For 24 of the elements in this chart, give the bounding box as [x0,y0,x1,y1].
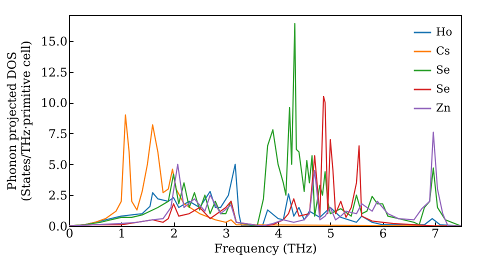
y-tick-label: 5.0 [48,158,68,172]
legend-label: Ho [436,26,453,38]
y-tick-label: 15.0 [40,34,68,48]
x-tick-label: 7 [432,226,440,240]
y-tick-label: 7.5 [48,126,68,141]
x-tick-label: 0 [66,226,74,240]
y-tick-label: 2.5 [48,188,68,203]
line-series [69,132,461,226]
legend-label: Se [436,64,450,76]
y-axis-title: Phonon projected DOS (States/THz·primitive cell) [4,40,33,202]
x-tick-label: 4 [274,226,283,240]
line-series [69,23,461,226]
legend-label: Zn [436,102,451,114]
y-tick-label: 12.5 [40,65,68,80]
legend-label: Se [436,82,450,96]
x-tick-label: 5 [327,226,335,240]
x-tick-label: 3 [222,226,230,240]
x-tick-label: 2 [170,226,178,240]
x-tick-label: 1 [118,226,126,240]
y-tick-label: 10.0 [40,96,68,110]
legend-label: Cs [436,44,450,58]
x-tick-label: 6 [379,226,387,240]
x-axis-title: Frequency (THz) [214,242,317,256]
y-tick-label: 0.0 [48,220,68,234]
